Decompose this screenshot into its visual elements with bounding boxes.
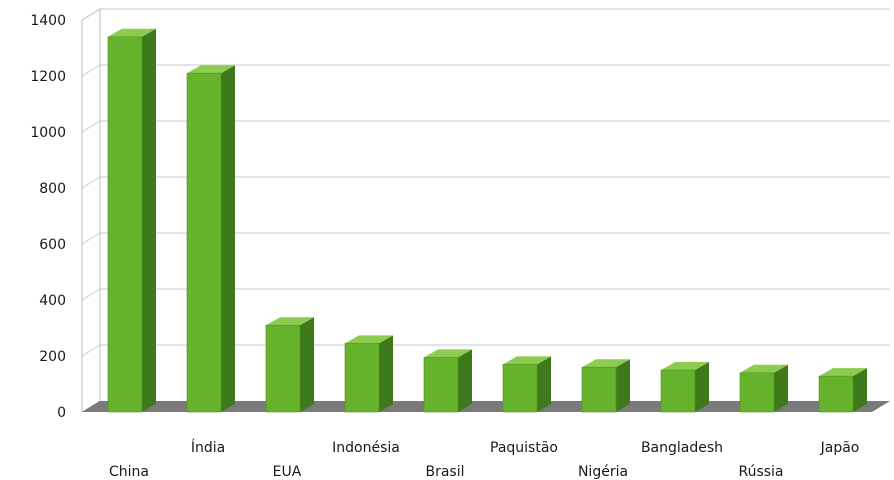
gridline-diagonal [81,232,101,245]
bar-side [537,356,551,412]
x-category-label: China [109,464,149,480]
y-tick-label: 1000 [30,125,66,141]
bar-top [740,364,788,373]
x-category-label: Bangladesh [641,440,723,456]
bar-side [221,65,235,412]
bar [186,72,222,413]
x-category-label: Índia [191,439,225,456]
x-category-label: EUA [273,464,302,480]
bar-top [819,368,867,377]
bar [818,375,854,413]
x-category-label: Paquistão [490,440,558,456]
bar-top [266,317,314,326]
bar-top [345,335,393,344]
gridline-diagonal [81,120,101,133]
bar-top [108,28,156,37]
gridline-diagonal [81,8,101,21]
gridline-diagonal [81,288,101,301]
bar [581,366,617,413]
bar-side [695,362,709,412]
y-tick-label: 1400 [30,13,66,29]
bar-side [379,335,393,412]
bar-top [503,356,551,365]
bar-top [661,362,709,370]
left-wall [81,8,101,413]
bar [107,36,143,413]
bar-side [300,317,314,412]
bar-top [424,349,472,358]
bar-side [458,349,472,412]
x-category-label: Indonésia [332,440,400,456]
x-category-label: Nigéria [578,464,628,480]
y-tick-label: 200 [39,349,66,365]
y-tick-label: 1200 [30,69,66,85]
gridline-diagonal [81,64,101,77]
bar-side [853,368,867,412]
x-category-label: Japão [820,440,860,456]
bar-top [187,65,235,74]
y-tick-label: 400 [39,293,66,309]
gridline-diagonal [81,344,101,357]
bar [344,343,380,413]
bar [739,372,775,413]
x-category-label: Rússia [738,464,783,480]
x-category-label: Brasil [425,464,464,480]
bar [502,364,538,413]
bar [423,357,459,413]
y-tick-label: 600 [39,237,66,253]
bar [265,324,301,413]
bar-side [616,359,630,412]
bar-side [142,28,156,413]
y-tick-label: 0 [57,405,66,421]
y-tick-label: 800 [39,181,66,197]
bar-top [582,359,630,368]
bar-side [774,364,788,412]
bar [660,369,696,413]
gridline-diagonal [81,176,101,189]
